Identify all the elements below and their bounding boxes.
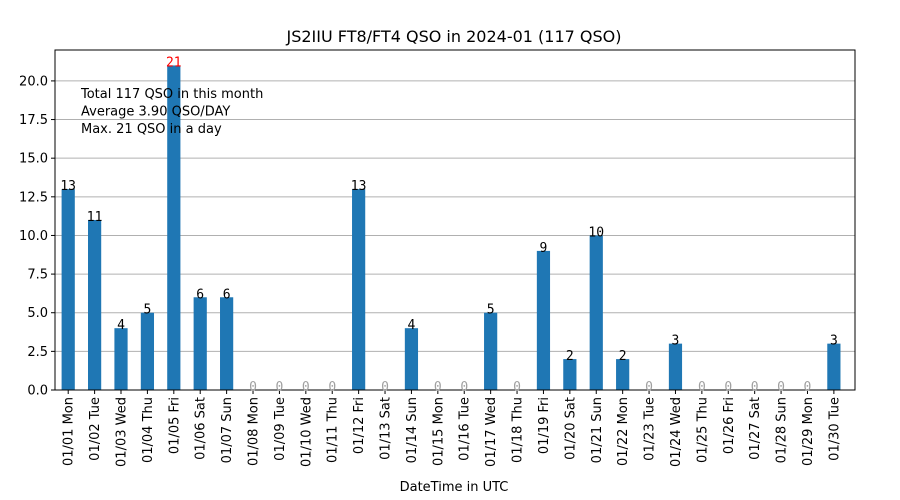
x-tick-label: 01/20 Sat [563, 397, 578, 460]
data-label: 13 [351, 179, 367, 194]
data-label: 3 [672, 334, 680, 349]
x-tick-label: 01/10 Wed [299, 397, 314, 467]
data-label: 0 [328, 380, 336, 395]
y-tick-label: 7.5 [27, 268, 48, 283]
x-tick-label: 01/11 Thu [326, 397, 341, 463]
bar [563, 359, 577, 390]
data-label: 0 [724, 380, 732, 395]
annotation-line: Average 3.90 QSO/DAY [81, 105, 230, 120]
x-tick-label: 01/04 Thu [141, 397, 156, 463]
x-tick-label: 01/08 Mon [247, 397, 262, 466]
chart-title: JS2IIU FT8/FT4 QSO in 2024-01 (117 QSO) [285, 27, 621, 46]
x-tick-label: 01/28 Sun [775, 397, 790, 463]
x-tick-label: 01/13 Sat [379, 397, 394, 460]
data-label: 4 [408, 318, 416, 333]
x-tick-label: 01/21 Sun [590, 397, 605, 463]
x-tick-label: 01/06 Sat [194, 397, 209, 460]
bar [193, 297, 207, 390]
annotation-box: Total 117 QSO in this month Average 3.90 … [80, 87, 263, 137]
x-tick-label: 01/09 Tue [273, 397, 288, 461]
data-label: 0 [804, 380, 812, 395]
data-label: 0 [434, 380, 442, 395]
data-label: 0 [302, 380, 310, 395]
x-tick-label: 01/26 Fri [722, 397, 737, 454]
data-label: 0 [249, 380, 257, 395]
annotation-line: Max. 21 QSO in a day [81, 122, 222, 137]
data-label: 0 [513, 380, 521, 395]
y-tick-label: 5.0 [27, 306, 48, 321]
data-label: 5 [143, 303, 151, 318]
bar [114, 328, 128, 390]
x-tick-label: 01/29 Mon [801, 397, 816, 466]
data-label: 0 [460, 380, 468, 395]
data-label: 4 [117, 318, 125, 333]
data-label: 3 [830, 334, 838, 349]
x-tick-label: 01/02 Tue [88, 397, 103, 461]
data-label: 0 [381, 380, 389, 395]
data-label: 6 [196, 287, 204, 302]
x-tick-label: 01/24 Wed [669, 397, 684, 467]
bar [88, 220, 102, 390]
x-tick-label: 01/25 Thu [695, 397, 710, 463]
bar [668, 343, 683, 390]
data-label: 2 [619, 349, 627, 364]
bar [616, 359, 630, 390]
x-tick-label: 01/01 Mon [62, 397, 77, 466]
x-tick-label: 01/19 Fri [537, 397, 552, 454]
data-label: 0 [276, 380, 284, 395]
bar [404, 328, 419, 390]
bar [61, 189, 75, 390]
data-label: 0 [777, 380, 785, 395]
y-tick-label: 17.5 [19, 113, 48, 128]
x-tick-label: 01/14 Sun [405, 397, 420, 463]
data-label: 6 [223, 287, 231, 302]
x-tick-label: 01/03 Wed [115, 397, 130, 467]
data-label: 0 [645, 380, 653, 395]
x-tick-label: 01/05 Fri [167, 397, 182, 454]
bars [61, 65, 841, 391]
y-tick-label: 20.0 [19, 74, 48, 89]
x-axis-label: DateTime in UTC [400, 480, 509, 495]
data-labels: 13 11 4 5 21 6 6 0 0 0 0 13 0 4 0 0 5 0 9 2 10 2 0 3 0 0 0 0 0 3 [60, 55, 837, 395]
x-tick-label: 01/30 Tue [827, 397, 842, 461]
data-label: 0 [751, 380, 759, 395]
data-label: 21 [166, 55, 182, 70]
bar [220, 297, 234, 390]
plot-frame [54, 49, 856, 391]
bar [589, 235, 603, 390]
y-tick-label: 15.0 [19, 152, 48, 167]
x-tick-label: 01/17 Wed [484, 397, 499, 467]
data-label: 0 [698, 380, 706, 395]
data-label: 2 [566, 349, 574, 364]
x-tick-label: 01/16 Tue [458, 397, 473, 461]
y-tick-label: 12.5 [19, 190, 48, 205]
x-axis: 01/01 Mon 01/02 Tue 01/03 Wed 01/04 Thu 01/0… [62, 390, 842, 467]
x-tick-label: 01/22 Mon [616, 397, 631, 466]
bar [140, 312, 155, 390]
x-tick-label: 01/15 Mon [431, 397, 446, 466]
data-label: 10 [588, 225, 604, 240]
y-axis: 0.0 2.5 5.0 7.5 10.0 12.5 15.0 17.5 20.0 [19, 74, 55, 399]
bar [484, 312, 498, 390]
bar [352, 189, 366, 390]
y-tick-label: 2.5 [27, 345, 48, 360]
y-tick-label: 10.0 [19, 229, 48, 244]
x-tick-label: 01/23 Tue [643, 397, 658, 461]
y-tick-label: 0.0 [27, 384, 48, 399]
x-tick-label: 01/27 Sat [748, 397, 763, 460]
data-label: 9 [540, 241, 548, 256]
annotation-line: Total 117 QSO in this month [80, 87, 263, 102]
x-tick-label: 01/12 Fri [352, 397, 367, 454]
x-tick-label: 01/07 Sun [220, 397, 235, 463]
bar [827, 343, 841, 390]
bar [167, 65, 181, 391]
data-label: 11 [87, 210, 103, 225]
data-label: 5 [487, 303, 495, 318]
bar [536, 250, 551, 390]
data-label: 13 [60, 179, 76, 194]
x-tick-label: 01/18 Thu [511, 397, 526, 463]
grid-lines [55, 80, 855, 391]
